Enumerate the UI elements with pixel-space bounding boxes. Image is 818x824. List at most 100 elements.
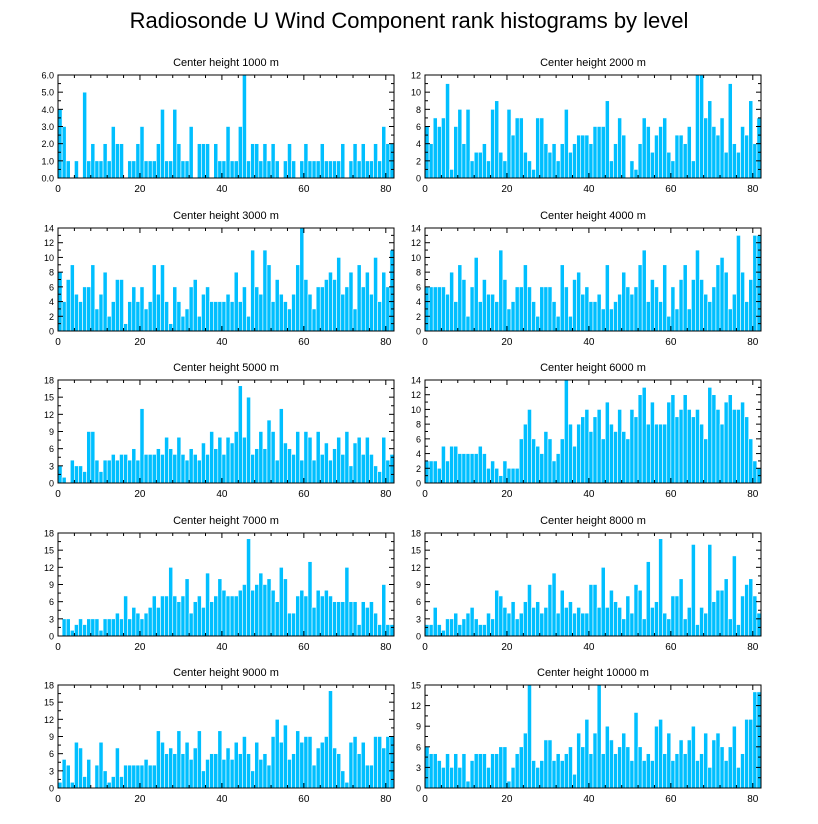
histogram-bar [135, 612, 141, 637]
histogram-bar [736, 151, 741, 179]
histogram-bar [291, 753, 296, 789]
histogram-bar [465, 315, 471, 332]
x-tick-label: 0 [55, 489, 61, 500]
x-tick-label: 60 [665, 489, 677, 500]
histogram-bar [723, 401, 729, 484]
histogram-bar [621, 431, 627, 484]
histogram-bar [490, 753, 495, 789]
histogram-bar [641, 249, 647, 332]
histogram-bar [625, 746, 631, 789]
histogram-bar [274, 279, 280, 332]
histogram-bar [666, 732, 672, 789]
histogram-bar [57, 781, 63, 789]
histogram-bar [494, 301, 500, 332]
histogram-bar [360, 741, 366, 789]
y-tick-label: 4 [416, 297, 421, 307]
x-tick-label: 80 [747, 337, 759, 348]
x-tick-label: 60 [665, 642, 677, 653]
x-tick-label: 40 [583, 794, 595, 805]
histogram-bar [147, 301, 153, 332]
histogram-bar [127, 764, 133, 789]
histogram-bar [469, 453, 475, 484]
histogram-bar [629, 409, 635, 484]
histogram-bar [727, 618, 733, 637]
histogram-bar [465, 780, 471, 789]
histogram-bar [131, 160, 137, 179]
histogram-bar [65, 618, 71, 637]
histogram-bar [662, 612, 668, 637]
histogram-bar [588, 584, 594, 637]
histogram-bar [633, 416, 639, 484]
y-tick-label: 18 [44, 376, 54, 386]
histogram-bar [715, 264, 721, 332]
histogram-bar [645, 753, 651, 789]
x-tick-label: 40 [583, 489, 595, 500]
histogram-bar [564, 109, 569, 179]
histogram-bar [221, 160, 227, 179]
histogram-bar [225, 747, 231, 789]
y-tick-label: 4 [416, 449, 421, 459]
histogram-bar [449, 445, 454, 484]
histogram-bar [328, 271, 333, 332]
histogram-bar [547, 739, 553, 789]
histogram-bar [373, 465, 378, 484]
panel-title: Center height 10000 m [537, 667, 649, 679]
histogram-bar [650, 760, 655, 789]
histogram-bar [650, 279, 655, 332]
x-tick-label: 60 [298, 489, 310, 500]
histogram-bar [172, 286, 178, 332]
histogram-bar [328, 690, 333, 789]
histogram-bar [674, 753, 680, 789]
panel-title: Center height 6000 m [540, 362, 646, 374]
y-tick-label: 6 [416, 597, 421, 607]
histogram-bar [523, 732, 528, 789]
histogram-bar [703, 732, 709, 789]
histogram-bar [180, 753, 186, 789]
histogram-bar [250, 249, 255, 332]
y-tick-label: 0 [416, 784, 421, 794]
histogram-bar [385, 624, 391, 637]
histogram-bar [592, 584, 598, 637]
x-tick-label: 20 [134, 642, 146, 653]
histogram-bar [151, 764, 157, 789]
histogram-bar [527, 160, 532, 179]
histogram-bar [221, 301, 227, 332]
histogram-bar [654, 725, 659, 789]
histogram-bar [572, 612, 577, 637]
histogram-bar [250, 589, 255, 637]
histogram-bar [352, 143, 358, 179]
y-tick-label: 3 [49, 461, 54, 471]
histogram-bar [428, 286, 434, 332]
histogram-bar [86, 431, 92, 484]
histogram-bar [139, 408, 145, 484]
y-tick-label: 8 [416, 420, 421, 430]
histogram-bar [670, 160, 676, 179]
histogram-bar [307, 160, 313, 179]
histogram-bar [188, 448, 194, 484]
histogram-bar [559, 760, 565, 789]
histogram-bar [445, 753, 450, 789]
histogram-bar [315, 589, 321, 637]
histogram-bar [510, 134, 516, 179]
histogram-bar [686, 126, 692, 179]
histogram-bar [278, 741, 284, 789]
histogram-bar [543, 286, 549, 332]
histogram-bar [744, 584, 750, 637]
histogram-bar [348, 601, 354, 637]
histogram-bar [469, 760, 475, 789]
histogram-bar [744, 719, 750, 789]
histogram-bar [719, 589, 725, 637]
histogram-bar [213, 143, 219, 179]
histogram-bar [732, 293, 737, 332]
histogram-bar [502, 279, 508, 332]
histogram-bar [633, 286, 639, 332]
histogram-bar [205, 454, 210, 484]
y-tick-label: 6 [416, 434, 421, 444]
histogram-panel: Center height 3000 m 0 20 40 60 80 0 2 4 6 8 10 12 14 [44, 210, 395, 348]
histogram-bar [682, 618, 688, 637]
histogram-bar [360, 601, 366, 637]
histogram-bar [449, 271, 454, 332]
histogram-bar [613, 143, 618, 179]
histogram-bar [381, 126, 387, 179]
histogram-bar [576, 134, 582, 179]
